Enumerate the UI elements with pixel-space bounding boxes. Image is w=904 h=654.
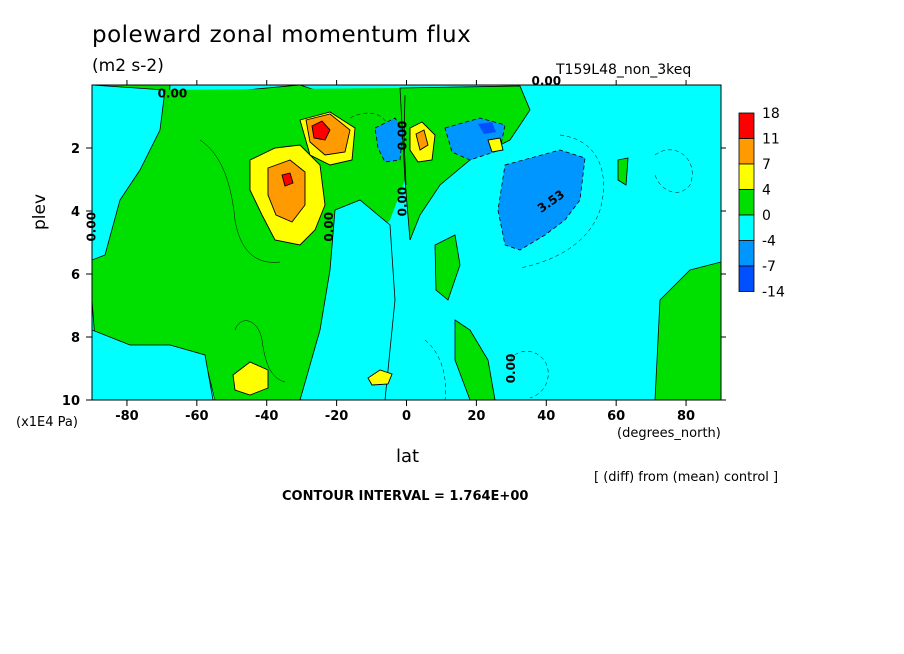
y-axis-ticks: 2 4 6 8 10 xyxy=(62,142,726,409)
peak-nh-yellow xyxy=(487,137,504,153)
positive-region-south-inner xyxy=(160,88,405,400)
contour-labels: 0.000.000.00 0.000.000.000.003.53 xyxy=(84,74,567,383)
peak-low-yellow xyxy=(232,361,269,396)
colorbar-label: 11 xyxy=(762,132,780,148)
x-tick-label: -40 xyxy=(255,409,279,424)
x-tick-label: 60 xyxy=(607,409,625,424)
contour-line-5 xyxy=(654,149,693,193)
contour-line-2 xyxy=(199,139,281,263)
colorbar-swatch xyxy=(738,265,755,292)
contour-line-1 xyxy=(234,320,286,383)
x-tick-label: -80 xyxy=(115,409,139,424)
strong-negative-north xyxy=(497,149,586,251)
contour-label: 0.00 xyxy=(504,354,518,384)
peak-south-red xyxy=(281,172,294,187)
colorbar: 18 11 7 4 0 -4 -7 -14 xyxy=(738,106,785,301)
colorbar-label: 0 xyxy=(762,208,771,224)
contour-label: 0.00 xyxy=(84,212,98,242)
contour-label: 0.00 xyxy=(322,212,336,242)
negative-region-southpole xyxy=(92,85,166,261)
peak-jet-red xyxy=(311,120,331,141)
positive-region-north-surface xyxy=(654,261,721,400)
strong-negative-eq xyxy=(374,117,404,163)
x-tick-label: 40 xyxy=(537,409,555,424)
colorbar-swatch xyxy=(738,163,755,190)
peak-equator-orange xyxy=(415,129,429,151)
peak-low-small-yellow xyxy=(367,369,393,386)
equator-contour xyxy=(403,94,407,186)
colorbar-label: 4 xyxy=(762,183,771,199)
y-axis-units: (x1E4 Pa) xyxy=(16,415,78,430)
colorbar-swatch xyxy=(738,138,755,165)
colorbar-label: -14 xyxy=(762,285,785,301)
negative-region-subtropics xyxy=(299,199,396,400)
peak-south-orange xyxy=(267,159,306,223)
positive-region-north-small xyxy=(617,157,629,186)
contour-line-7 xyxy=(349,112,387,123)
contour-line-3 xyxy=(424,339,446,400)
positive-region-lowlat xyxy=(454,319,496,400)
y-tick-label: 2 xyxy=(71,142,80,157)
x-tick-label: -60 xyxy=(185,409,209,424)
colorbar-label: -7 xyxy=(762,259,776,275)
colorbar-swatch xyxy=(738,189,755,216)
positive-region-mid xyxy=(434,234,461,301)
y-tick-label: 8 xyxy=(71,331,80,346)
contour-line-4 xyxy=(519,134,604,269)
colorbar-swatch xyxy=(738,214,755,241)
y-tick-label: 4 xyxy=(71,205,80,220)
contour-label: 0.00 xyxy=(158,87,188,101)
colorbar-label: 18 xyxy=(762,106,780,122)
run-label: T159L48_non_3keq xyxy=(556,62,692,78)
plot-area xyxy=(92,85,721,400)
colorbar-label: -4 xyxy=(762,234,776,250)
x-axis-units: (degrees_north) xyxy=(617,426,721,441)
x-tick-label: -20 xyxy=(325,409,349,424)
colorbar-swatch xyxy=(738,240,755,267)
x-tick-label: 80 xyxy=(677,409,695,424)
contour-interval: CONTOUR INTERVAL = 1.764E+00 xyxy=(282,489,529,504)
y-tick-label: 6 xyxy=(71,268,80,283)
contour-line-6 xyxy=(509,351,549,399)
x-axis-label: lat xyxy=(396,446,420,467)
x-axis-ticks: -80 -60 -40 -20 0 20 40 60 80 xyxy=(115,80,695,424)
chart-title: poleward zonal momentum flux xyxy=(92,22,472,48)
colorbar-label: 7 xyxy=(762,157,771,173)
contour-label: 0.00 xyxy=(396,121,410,151)
diff-note: [ (diff) from (mean) control ] xyxy=(594,470,779,485)
negative-region-south-surface xyxy=(92,329,214,400)
x-tick-label: 20 xyxy=(467,409,485,424)
chart-units: (m2 s-2) xyxy=(92,56,164,76)
colorbar-swatch xyxy=(738,112,755,139)
x-tick-label: 0 xyxy=(402,409,411,424)
contour-label: 0.00 xyxy=(396,187,410,217)
y-tick-label: 10 xyxy=(62,394,80,409)
very-strong-negative xyxy=(478,122,496,134)
